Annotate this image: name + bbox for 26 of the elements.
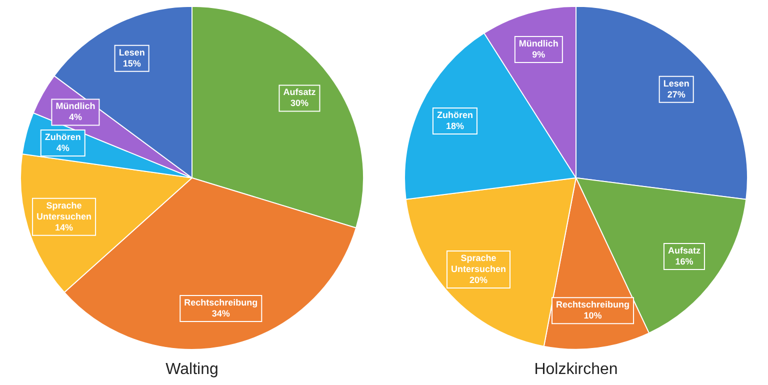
slice-label: Lesen [663,78,690,88]
slice-label: Sprache Untersuchen [36,200,92,222]
slice-label: Rechtschreibung [556,300,630,310]
slice-label: Zuhören [436,110,473,120]
text: Holzkirchen [534,360,618,378]
slice-label: Mündlich [518,38,558,48]
text: Walting [166,360,218,378]
slice-label: Mündlich [56,101,96,112]
slice-label: Lesen [118,47,145,58]
data-label: 16% [675,256,694,267]
data-label: 9% [532,49,546,60]
slice-label: Rechtschreibung [184,297,258,308]
data-label: 15% [122,58,141,68]
data-label: 30% [290,98,308,108]
data-label: 18% [446,120,464,131]
slice-label: Sprache Untersuchen [450,252,506,274]
slice-label: Aufsatz [668,246,701,256]
data-label: 27% [667,89,686,100]
data-label: 20% [469,274,488,285]
slice-label: Aufsatz [283,87,316,98]
data-label: 4% [68,112,82,122]
data-label: 10% [584,310,602,321]
slice-label: Zuhören [44,132,81,142]
data-label: 34% [212,308,230,318]
data-label: 4% [56,142,70,153]
data-label: 14% [55,222,74,232]
